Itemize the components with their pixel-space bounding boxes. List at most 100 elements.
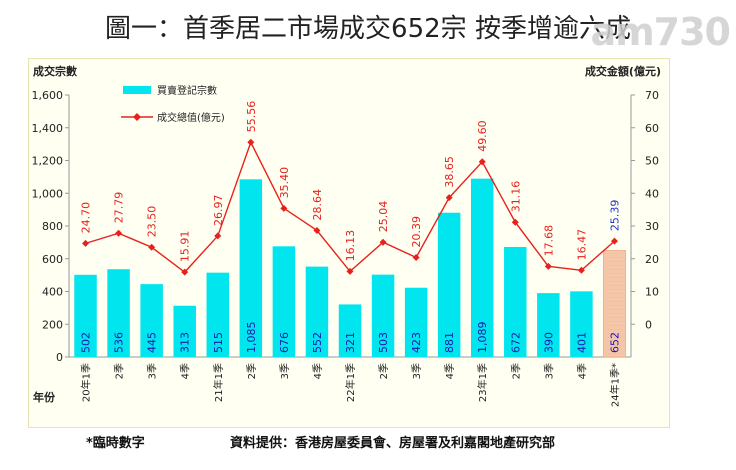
line-point (82, 239, 90, 247)
bar (570, 291, 593, 357)
bar (338, 304, 362, 357)
line-value-label: 24.70 (80, 202, 93, 234)
bar-value-label: 1,085 (245, 322, 258, 354)
x-tick-label: 22年1季 (344, 363, 357, 402)
x-tick-label: 2季 (114, 363, 126, 379)
x-tick-label: 4季 (312, 363, 324, 379)
line-point (247, 138, 255, 146)
x-axis-title: 年份 (33, 390, 56, 404)
y2-axis-title: 成交金額(億元) (585, 64, 661, 78)
bar (173, 305, 196, 357)
line-point (478, 158, 486, 166)
line-value-label: 35.40 (278, 167, 291, 199)
y-tick-label: 200 (42, 318, 63, 331)
line-value-label: 16.47 (575, 229, 588, 260)
x-tick-label: 2季 (378, 363, 390, 379)
y2-tick-label: 30 (645, 220, 659, 233)
y-axis-title: 成交宗數 (33, 64, 77, 78)
x-tick-label: 23年1季 (476, 363, 489, 402)
x-tick-label: 21年1季 (212, 363, 225, 402)
bar (537, 293, 560, 357)
x-tick-label: 4季 (180, 363, 192, 379)
line-point (610, 237, 618, 245)
line-value-label: 27.79 (113, 192, 126, 224)
line-value-label: 38.65 (443, 156, 456, 188)
y-tick-label: 0 (56, 351, 63, 364)
line-value-label: 28.64 (311, 189, 324, 221)
bar (239, 179, 263, 357)
bar-value-label: 552 (311, 332, 324, 353)
y2-tick-label: 50 (645, 155, 659, 168)
x-tick-label: 4季 (576, 363, 588, 379)
am730-logo: am730 (590, 10, 731, 54)
bar (74, 274, 97, 357)
line-point (148, 243, 156, 251)
legend-bar-swatch (123, 86, 151, 94)
y-tick-label: 400 (42, 286, 63, 299)
bar-value-label: 503 (377, 332, 390, 353)
chart-svg: 成交宗數 成交金額(億元) 年份 買賣登記宗數 成交總值(億元) 0200400… (32, 64, 662, 407)
legend: 買賣登記宗數 成交總值(億元) (121, 84, 225, 124)
bar-value-label: 1,089 (476, 322, 489, 354)
y2-tick-label: 70 (645, 89, 659, 102)
bar-value-label: 390 (542, 332, 555, 353)
y2-tick-label: 10 (645, 286, 659, 299)
bar (437, 212, 461, 357)
line-point (577, 266, 585, 274)
y-tick-label: 1,600 (32, 89, 64, 102)
x-tick-label: 3季 (147, 363, 159, 379)
line-value-label: 25.04 (377, 201, 390, 233)
line-point (181, 268, 189, 276)
line-value-label: 23.50 (146, 206, 159, 238)
y-tick-label: 1,200 (32, 155, 64, 168)
y2-tick-label: 40 (645, 187, 659, 200)
line-point (445, 194, 453, 202)
line-value-label: 17.68 (542, 225, 555, 257)
source-note: 資料提供：香港房屋委員會、房屋署及利嘉閣地產研究部 (230, 436, 556, 451)
y-tick-label: 600 (42, 253, 63, 266)
page-title: 圖一：首季居二市場成交652宗 按季增逾六成 (105, 14, 631, 44)
x-tick-label: 3季 (543, 363, 555, 379)
y-tick-label: 1,400 (32, 122, 64, 135)
legend-line-marker (133, 113, 141, 121)
line-point (379, 238, 387, 246)
line-point (280, 204, 288, 212)
y2-tick-label: 0 (645, 318, 652, 331)
bar (504, 246, 527, 357)
line-value-label: 15.91 (179, 231, 192, 263)
y-tick-label: 800 (42, 220, 63, 233)
bar (140, 284, 163, 357)
line-value-label: 25.39 (608, 200, 621, 232)
bar-value-label: 313 (179, 332, 192, 353)
bar-value-label: 881 (443, 332, 456, 353)
bar (470, 178, 494, 357)
line-value-label: 55.56 (245, 101, 258, 133)
bar (206, 272, 230, 357)
line-group: 24.70 27.79 23.50 15.91 26.97 55.56 35.40 28.64… (80, 101, 621, 276)
bar (305, 266, 329, 357)
x-tick-label: 2季 (510, 363, 522, 379)
line-value-label: 20.39 (410, 216, 423, 248)
x-tick-label: 20年1季 (80, 363, 93, 402)
x-tick-label: 3季 (411, 363, 423, 379)
bar (602, 249, 626, 358)
line-point (313, 226, 321, 234)
line-point (511, 218, 519, 226)
x-tick-label: 4季 (444, 363, 456, 379)
legend-bar-label: 買賣登記宗數 (157, 84, 217, 97)
bar-value-label: 445 (146, 332, 159, 353)
bar-value-label: 321 (344, 332, 357, 353)
bar (107, 269, 130, 357)
line-point (115, 229, 123, 237)
y-tick-label: 1,000 (32, 187, 64, 200)
bar (272, 246, 296, 357)
bar-value-label: 676 (278, 332, 291, 353)
axes-group: 0 200 400 600 800 1,000 1,200 1,400 1,600 0 10 20 30… (32, 89, 660, 364)
y2-tick-label: 60 (645, 122, 659, 135)
line-point (346, 267, 354, 275)
bar-value-label: 502 (80, 332, 93, 353)
provisional-note: *臨時數字 (86, 436, 145, 451)
bars-group: 502 536 445 313 515 1,085 676 552 321 503 423 881 1,… (74, 178, 626, 358)
line-value-label: 31.16 (509, 181, 522, 213)
line-value-label: 26.97 (212, 194, 225, 226)
